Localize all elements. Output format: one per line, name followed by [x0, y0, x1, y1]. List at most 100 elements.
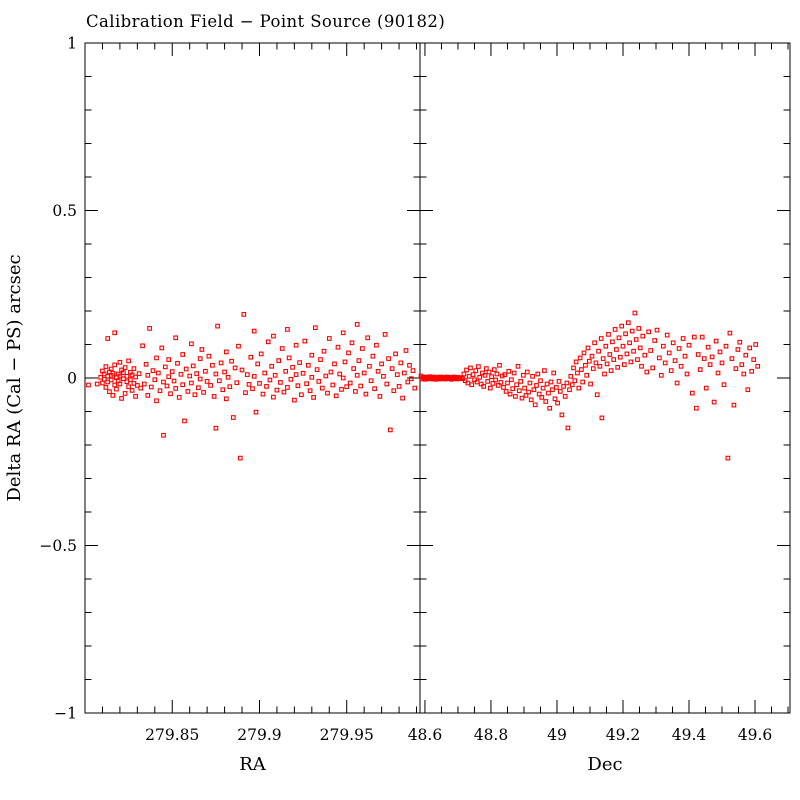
data-point: [157, 388, 163, 394]
data-point: [117, 359, 123, 365]
data-point: [620, 343, 626, 349]
data-point: [105, 336, 111, 341]
data-point: [358, 383, 364, 389]
data-point: [510, 386, 516, 392]
data-point: [693, 405, 699, 411]
data-point: [674, 380, 680, 386]
data-point: [194, 371, 200, 376]
data-point: [141, 381, 147, 387]
data-point: [503, 389, 509, 394]
data-point: [656, 355, 662, 361]
data-point: [309, 352, 315, 358]
data-point: [606, 332, 611, 337]
data-point: [515, 363, 521, 369]
data-point: [743, 352, 749, 358]
data-point: [117, 373, 123, 379]
data-point: [260, 391, 266, 397]
data-point: [520, 372, 526, 378]
data-point: [573, 359, 579, 365]
data-point: [639, 363, 644, 369]
data-point: [539, 395, 545, 400]
data-point: [464, 367, 469, 373]
data-point: [633, 337, 639, 342]
data-point: [616, 335, 622, 341]
data-point: [490, 381, 496, 386]
data-point: [596, 348, 601, 354]
data-points-layer: [86, 310, 761, 461]
data-point: [346, 350, 351, 356]
data-point: [398, 360, 404, 366]
data-point: [154, 398, 159, 404]
data-point: [598, 336, 604, 341]
x-tick-label: 48.8: [474, 726, 509, 744]
data-point: [407, 362, 412, 368]
data-point: [597, 363, 603, 369]
data-point: [550, 387, 555, 393]
data-point: [143, 361, 149, 367]
data-point: [353, 389, 358, 394]
data-point: [749, 368, 755, 374]
data-point: [672, 358, 678, 363]
data-point: [145, 372, 151, 378]
data-point: [326, 336, 332, 341]
data-point: [211, 394, 217, 399]
data-point: [592, 340, 597, 346]
data-point: [466, 373, 472, 379]
data-point: [285, 327, 290, 332]
data-point: [583, 362, 588, 368]
data-point: [136, 371, 142, 376]
data-point: [302, 338, 308, 344]
data-point: [705, 344, 711, 350]
data-point: [561, 384, 566, 389]
data-point: [614, 347, 619, 352]
data-point: [250, 386, 255, 392]
data-point: [536, 391, 542, 397]
data-point: [544, 381, 550, 387]
data-point: [658, 372, 664, 378]
data-point: [640, 333, 646, 339]
data-point: [122, 391, 128, 396]
data-point: [213, 371, 219, 377]
data-point: [375, 368, 381, 374]
data-point: [666, 350, 672, 356]
data-point: [213, 425, 219, 431]
data-point: [342, 359, 348, 365]
x-tick-label: 279.95: [320, 726, 374, 744]
data-point: [292, 397, 297, 403]
data-point: [267, 377, 273, 383]
data-point: [697, 367, 703, 372]
plot-title: Calibration Field − Point Source (90182): [86, 12, 445, 31]
data-point: [625, 320, 631, 326]
data-point: [506, 368, 512, 374]
data-point: [176, 395, 182, 400]
data-point: [580, 379, 586, 385]
data-point: [215, 323, 220, 329]
axes-layer: 279.85 279.9 279.95 48.6 48.8 49 49.2 49.4 49.6 1…: [39, 34, 791, 744]
data-point: [271, 394, 276, 400]
data-point: [288, 376, 294, 382]
data-point: [393, 351, 398, 357]
data-point: [161, 432, 166, 438]
data-point: [553, 385, 559, 390]
data-point: [505, 380, 510, 386]
data-point: [384, 381, 390, 387]
data-point: [122, 365, 128, 370]
data-point: [551, 370, 557, 376]
data-point: [311, 395, 316, 400]
data-point: [293, 342, 299, 348]
data-point: [189, 341, 194, 347]
data-point: [264, 384, 269, 389]
data-point: [678, 363, 684, 369]
data-point: [300, 370, 306, 376]
data-point: [546, 390, 551, 396]
data-point: [290, 364, 295, 370]
x-axis-label-dec: Dec: [587, 754, 622, 775]
data-point: [340, 375, 346, 381]
data-point: [281, 389, 287, 395]
data-point: [145, 393, 151, 398]
data-point: [727, 330, 733, 336]
data-point: [258, 351, 264, 357]
data-point: [709, 354, 715, 360]
y-tick-label: 0.5: [52, 202, 77, 220]
